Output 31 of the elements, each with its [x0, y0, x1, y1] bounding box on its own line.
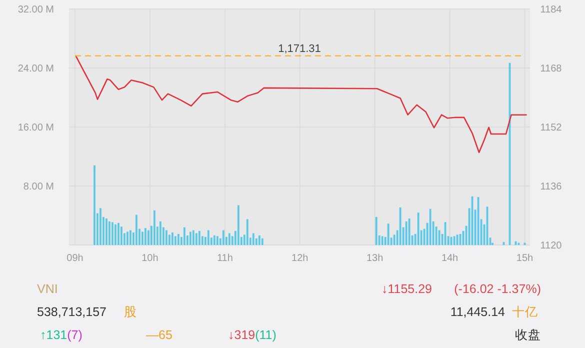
y2-tick-label: 1168 — [540, 64, 562, 74]
x-tick-label: 11h — [216, 253, 233, 264]
text: ↑131 — [40, 328, 68, 342]
x-tick-label: 12h — [292, 253, 308, 264]
x-tick-label: 14h — [441, 253, 458, 264]
text: 收盘 — [515, 328, 541, 342]
text: 股 — [124, 305, 137, 319]
text: (7) — [67, 328, 82, 342]
y2-tick-label: 1120 — [540, 240, 562, 252]
text: 十亿 — [512, 305, 538, 319]
y2-tick-label: 1136 — [540, 182, 562, 192]
x-tick-label: 13h — [366, 253, 384, 264]
y-tick-label: 32.00 M — [18, 4, 54, 16]
ref-line-label: 1,171.31 — [278, 42, 321, 55]
y-tick-label: 8.00 M — [23, 182, 54, 192]
text: 11,445.14 — [450, 305, 506, 319]
text: —65 — [146, 328, 172, 342]
y2-tick-label: 1184 — [540, 4, 562, 16]
x-tick-label: 10h — [142, 253, 158, 264]
x-tick-label: 15h — [516, 253, 534, 264]
text: ↓319 — [228, 328, 256, 342]
x-tick-label: 09h — [66, 253, 84, 264]
y2-tick-label: 1152 — [540, 122, 562, 134]
text: (11) — [255, 328, 276, 342]
text: (-16.02 -1.37%) — [454, 282, 541, 296]
y-tick-label: 16.00 M — [18, 122, 54, 134]
text: ↓1155.29 — [381, 282, 432, 296]
y-tick-label: 24.00 M — [18, 64, 54, 74]
line-series — [75, 55, 527, 154]
text: 538,713,157 — [37, 305, 107, 319]
text: VNI — [37, 282, 58, 296]
